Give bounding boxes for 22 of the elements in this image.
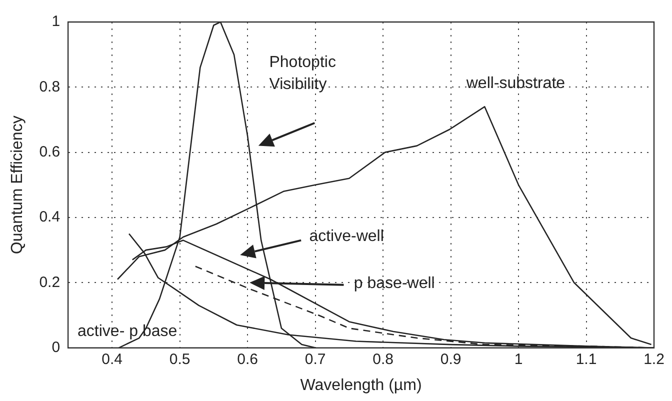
x-tick-label: 0.6 bbox=[237, 350, 258, 368]
annotation: well-substrate bbox=[466, 74, 566, 94]
x-tick-label: 0.8 bbox=[372, 350, 394, 368]
x-axis-title: Wavelength (µm) bbox=[300, 376, 422, 394]
x-tick-label: 0.5 bbox=[169, 350, 190, 368]
x-tick-label: 0.7 bbox=[304, 350, 326, 368]
x-tick-label: 1.1 bbox=[576, 350, 597, 368]
annotation: active-well bbox=[309, 227, 384, 248]
annotation: Photoptic Visibility bbox=[269, 53, 337, 96]
annotation: active- p base bbox=[78, 322, 178, 342]
y-tick-label: 0.4 bbox=[39, 208, 60, 226]
x-tick-label: 0.4 bbox=[102, 350, 123, 368]
y-tick-label: 0.6 bbox=[39, 143, 60, 160]
y-tick-label: 0 bbox=[52, 338, 60, 356]
y-axis-title: Quantum Efficiency bbox=[9, 116, 26, 254]
y-tick-label: 1 bbox=[52, 13, 60, 30]
y-tick-label: 0.8 bbox=[39, 78, 60, 96]
x-tick-label: 0.9 bbox=[440, 350, 462, 368]
annotation: p base-well bbox=[354, 274, 435, 294]
y-tick-label: 0.2 bbox=[39, 274, 60, 291]
x-tick-label: 1.2 bbox=[644, 350, 664, 368]
x-tick-label: 1 bbox=[514, 350, 523, 368]
